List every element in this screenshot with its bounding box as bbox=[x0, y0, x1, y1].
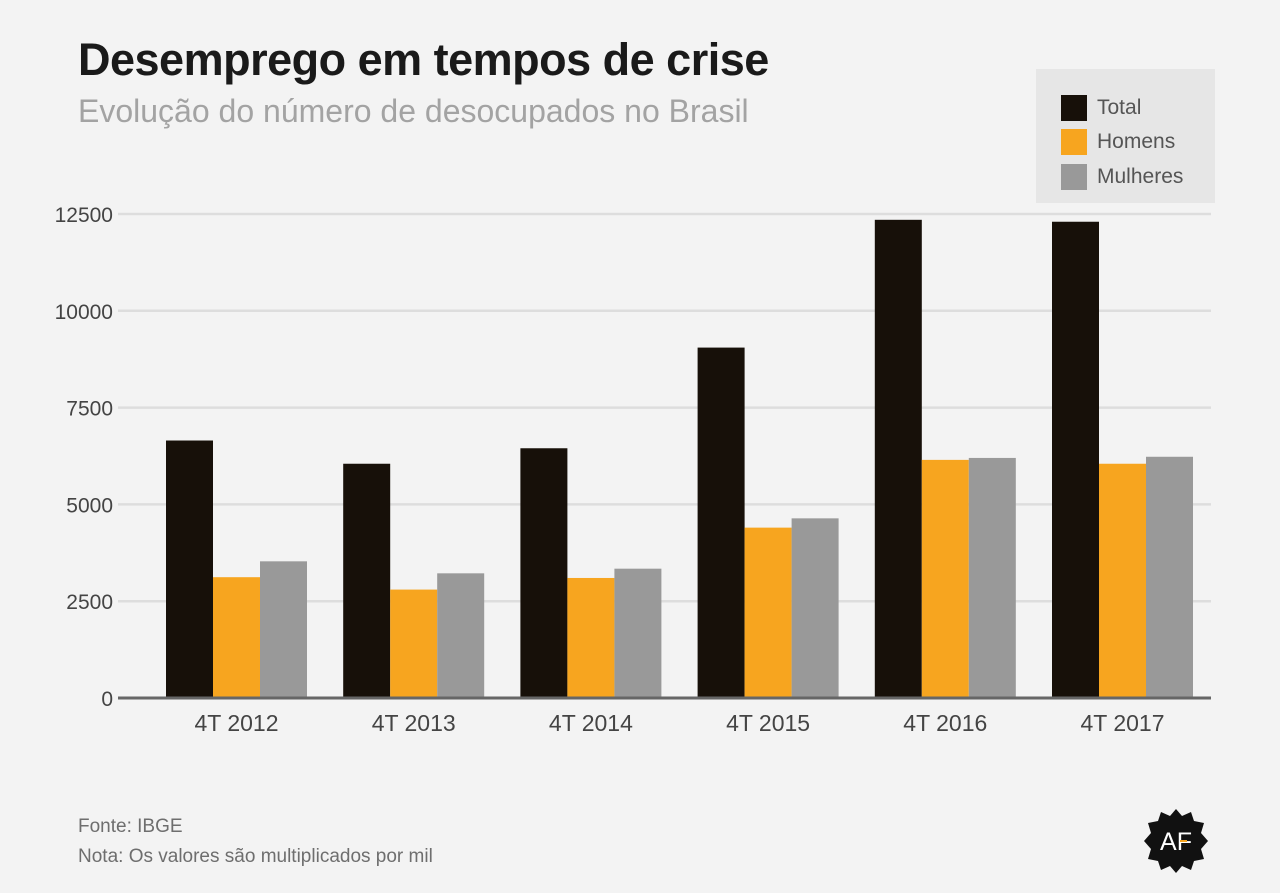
legend: Total Homens Mulheres bbox=[1036, 69, 1215, 203]
bar-mulheres-4 bbox=[968, 457, 1016, 698]
x-tick-label: 4T 2013 bbox=[372, 710, 456, 736]
x-tick-label: 4T 2017 bbox=[1081, 710, 1165, 736]
x-tick-label: 4T 2016 bbox=[903, 710, 987, 736]
legend-item-total: Total bbox=[1061, 95, 1141, 121]
legend-label-total: Total bbox=[1097, 96, 1142, 119]
bar-homens-4 bbox=[921, 459, 969, 698]
bar-mulheres-3 bbox=[791, 518, 839, 698]
bar-mulheres-2 bbox=[614, 568, 662, 698]
footnote: Nota: Os valores são multiplicados por m… bbox=[78, 846, 433, 867]
y-tick-label: 5000 bbox=[66, 494, 113, 517]
legend-item-mulheres: Mulheres bbox=[1061, 164, 1183, 190]
brand-logo: AF bbox=[1144, 809, 1208, 873]
chart-subtitle: Evolução do número de desocupados no Bra… bbox=[78, 93, 749, 129]
y-tick-label: 0 bbox=[101, 688, 113, 711]
x-tick-label: 4T 2015 bbox=[726, 710, 810, 736]
bar-homens-3 bbox=[744, 527, 792, 698]
bar-homens-2 bbox=[567, 577, 615, 698]
bar-total-0 bbox=[166, 440, 213, 698]
x-tick-label: 4T 2014 bbox=[549, 710, 633, 736]
bar-total-4 bbox=[874, 219, 922, 699]
bar-homens-0 bbox=[213, 577, 260, 698]
bar-homens-1 bbox=[390, 589, 438, 698]
source-note: Fonte: IBGE bbox=[78, 816, 183, 837]
chart-title: Desemprego em tempos de crise bbox=[78, 34, 769, 85]
legend-item-homens: Homens bbox=[1061, 129, 1175, 155]
logo-text: AF bbox=[1160, 828, 1192, 856]
y-tick-label: 12500 bbox=[55, 204, 113, 227]
legend-swatch-homens bbox=[1061, 129, 1087, 155]
bar-mulheres-0 bbox=[260, 561, 307, 698]
bar-total-1 bbox=[343, 463, 391, 698]
bar-total-2 bbox=[520, 448, 568, 698]
legend-swatch-mulheres bbox=[1061, 164, 1087, 190]
logo-accent bbox=[1180, 840, 1187, 842]
y-tick-label: 7500 bbox=[66, 398, 113, 421]
x-tick-label: 4T 2012 bbox=[195, 710, 279, 736]
logo-badge bbox=[1144, 809, 1208, 873]
legend-label-mulheres: Mulheres bbox=[1097, 165, 1184, 188]
bar-total-3 bbox=[697, 347, 745, 698]
y-tick-label: 10000 bbox=[55, 301, 113, 324]
bar-mulheres-5 bbox=[1146, 456, 1193, 698]
bar-total-5 bbox=[1052, 221, 1099, 698]
legend-swatch-total bbox=[1061, 95, 1087, 121]
bar-homens-5 bbox=[1099, 463, 1146, 698]
y-tick-label: 2500 bbox=[66, 591, 113, 614]
bar-mulheres-1 bbox=[437, 573, 485, 698]
legend-label-homens: Homens bbox=[1097, 130, 1176, 153]
